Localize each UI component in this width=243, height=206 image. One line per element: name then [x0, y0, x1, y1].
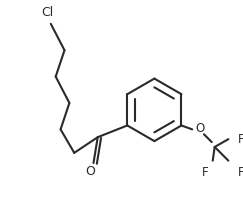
- Text: Cl: Cl: [41, 6, 53, 19]
- Text: O: O: [85, 165, 95, 178]
- Text: F: F: [202, 166, 208, 179]
- Text: F: F: [238, 166, 243, 179]
- Text: F: F: [238, 133, 243, 146]
- Text: O: O: [195, 122, 205, 135]
